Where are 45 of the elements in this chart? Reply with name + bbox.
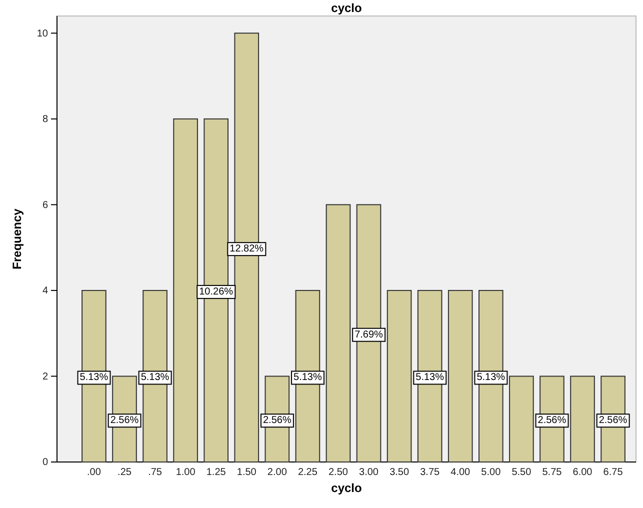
x-tick-label: 2.25	[298, 467, 318, 478]
annotation: 2.56%	[598, 415, 628, 426]
annotation: 2.56%	[110, 415, 139, 426]
x-tick-label: .00	[87, 467, 102, 478]
x-tick-label: 5.50	[512, 467, 532, 478]
x-axis-title: cyclo	[331, 481, 362, 495]
y-tick-label: 4	[42, 286, 48, 297]
bar	[386, 290, 412, 462]
annotation: 7.69%	[354, 329, 384, 340]
bar	[570, 376, 595, 462]
y-tick-label: 0	[42, 457, 48, 468]
annotation: 2.56%	[262, 415, 292, 426]
x-tick-label: 1.50	[236, 467, 257, 478]
annotation: 5.13%	[416, 372, 444, 384]
y-tick-label: 10	[36, 28, 48, 40]
x-tick-label: 5.75	[542, 467, 562, 478]
x-tick-label: .25	[118, 467, 132, 478]
x-tick-label: 2.50	[328, 467, 348, 478]
annotation: 5.13%	[140, 372, 170, 384]
y-tick-label: 2	[42, 371, 48, 382]
x-tick-label: 3.00	[359, 467, 379, 478]
annotation: 2.56%	[538, 415, 566, 426]
annotation: 5.13%	[294, 372, 322, 384]
x-tick-label: .75	[148, 467, 162, 478]
annotation: 5.13%	[476, 372, 506, 384]
x-tick-label: 1.00	[176, 467, 196, 478]
x-tick-label: 4.00	[450, 467, 471, 478]
y-axis-title: Frequency	[10, 208, 24, 270]
x-tick-label: 3.75	[420, 467, 440, 478]
bar	[326, 204, 351, 462]
bar	[448, 290, 473, 462]
bar	[173, 118, 198, 462]
x-tick-label: 6.75	[603, 467, 624, 478]
annotation: 12.82%	[230, 244, 264, 255]
x-tick-label: 5.00	[481, 467, 502, 478]
y-tick-label: 6	[42, 200, 48, 211]
annotation: 5.13%	[80, 372, 108, 384]
x-tick-label: 6.00	[572, 467, 593, 478]
chart-title: cyclo	[331, 1, 362, 15]
y-tick-label: 8	[42, 114, 48, 126]
annotation: 10.26%	[199, 286, 234, 298]
x-tick-label: 1.25	[206, 467, 226, 478]
x-tick-label: 2.00	[267, 467, 288, 478]
x-tick-label: 3.50	[390, 467, 410, 478]
bar	[509, 376, 534, 462]
